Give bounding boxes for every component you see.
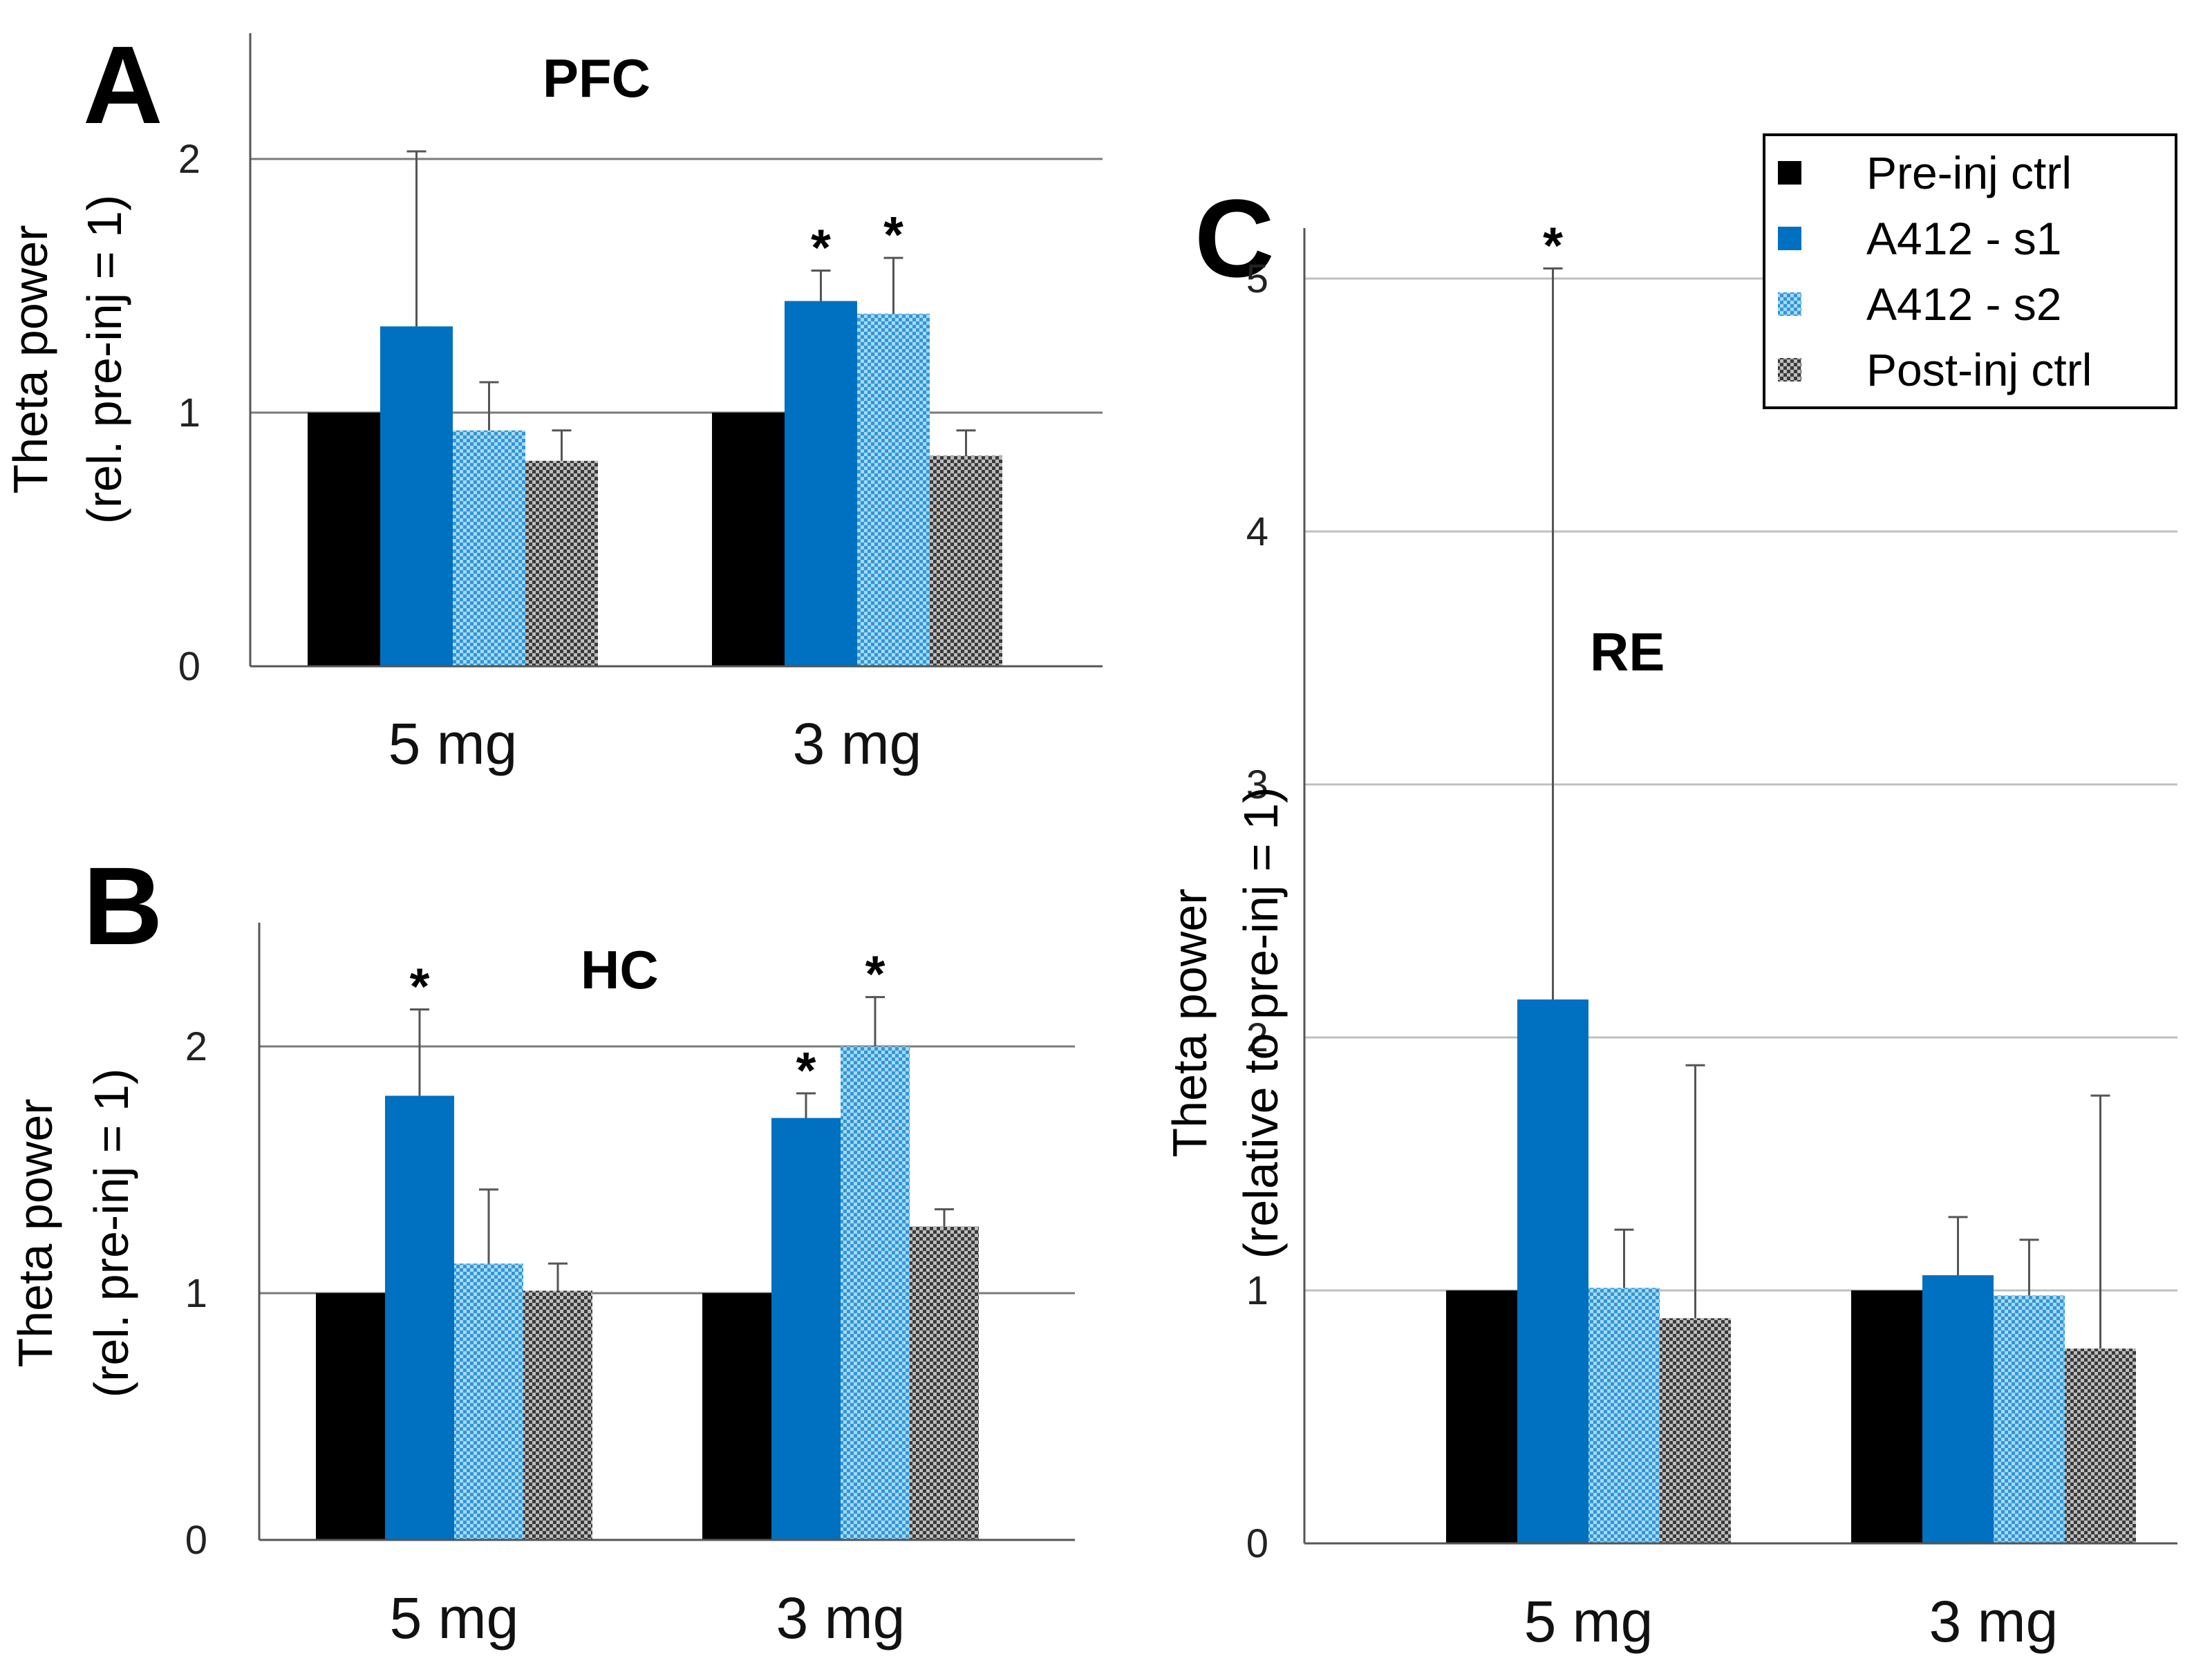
y-tick-label-hc: 0	[185, 1518, 207, 1563]
legend-label-a412-s2: A412 - s2	[1866, 279, 2062, 330]
bar-hc-post-inj-5mg	[523, 1290, 592, 1540]
bar-re-a412-s1-5mg	[1517, 999, 1588, 1543]
bar-pfc-post-inj-5mg	[525, 460, 598, 666]
panel-title-hc: HC	[581, 939, 659, 1000]
category-label-pfc: 5 mg	[388, 711, 518, 776]
bar-hc-post-inj-3mg	[910, 1226, 979, 1540]
y-tick-label-pfc: 2	[178, 137, 200, 182]
y-tick-label-pfc: 1	[178, 391, 200, 435]
bar-re-post-inj-3mg	[2065, 1348, 2136, 1543]
bar-re-pre-inj-3mg	[1851, 1290, 1922, 1543]
panel-letter-b: B	[83, 844, 163, 968]
legend-label-a412-s1: A412 - s1	[1866, 213, 2062, 264]
bar-hc-a412-s2-5mg	[454, 1263, 523, 1540]
significance-star-hc: *	[410, 957, 430, 1015]
legend-label-post-inj: Post-inj ctrl	[1866, 344, 2092, 395]
legend-swatch-a412-s1	[1778, 227, 1801, 250]
bar-hc-pre-inj-3mg	[702, 1293, 771, 1540]
panel-title-pfc: PFC	[543, 48, 650, 109]
y-tick-label-hc: 2	[185, 1024, 207, 1069]
significance-star-hc: *	[865, 946, 885, 1003]
bar-re-a412-s1-3mg	[1922, 1275, 1994, 1543]
bar-pfc-post-inj-3mg	[930, 455, 1002, 666]
y-axis-title-pfc: (rel. pre-inj = 1)	[77, 195, 131, 525]
y-tick-label-pfc: 0	[178, 644, 200, 689]
bar-pfc-a412-s2-5mg	[453, 430, 525, 666]
significance-star-re: *	[1543, 216, 1563, 274]
bar-re-pre-inj-5mg	[1446, 1290, 1517, 1543]
chart-panel-re: * 5 mg 3 mg 0 1 2 3 4 5 Theta power (relative to p…	[1163, 216, 2177, 1654]
panel-letter-a: A	[83, 23, 163, 147]
panel-letter-c: C	[1194, 176, 1275, 300]
bar-pfc-pre-inj-3mg	[712, 413, 785, 666]
y-axis-title-pfc: Theta power	[3, 225, 57, 493]
legend-swatch-a412-s2	[1778, 292, 1801, 316]
y-tick-label-re: 0	[1246, 1521, 1268, 1566]
y-tick-label-re: 3	[1246, 762, 1268, 807]
bar-hc-a412-s1-5mg	[385, 1095, 454, 1540]
y-axis-title-re: Theta power	[1163, 888, 1217, 1157]
bar-re-post-inj-5mg	[1660, 1318, 1731, 1543]
category-label-re: 5 mg	[1524, 1589, 1653, 1654]
bar-pfc-pre-inj-5mg	[308, 413, 380, 666]
y-axis-title-hc: Theta power	[8, 1098, 62, 1367]
significance-star-pfc: *	[811, 218, 831, 276]
y-tick-label-re: 5	[1246, 256, 1268, 301]
y-tick-label-hc: 1	[185, 1271, 207, 1316]
chart-panel-pfc: 5 mg * * 3 mg 0 1 2 Theta power (rel. pre-inj = …	[3, 33, 1103, 776]
panel-title-re: RE	[1590, 621, 1665, 682]
bar-pfc-a412-s2-3mg	[857, 313, 930, 666]
chart-panel-hc: * 5 mg * * 3 mg 0 1 2 Theta power (rel. pre-inj =…	[8, 923, 1075, 1651]
category-label-pfc: 3 mg	[793, 711, 922, 776]
legend: Pre-inj ctrl A412 - s1 A412 - s2 Post-in…	[1763, 133, 2177, 409]
y-tick-label-re: 2	[1246, 1015, 1268, 1060]
bar-pfc-a412-s1-5mg	[380, 326, 453, 666]
legend-swatch-post-inj	[1778, 358, 1801, 382]
bar-hc-a412-s1-3mg	[771, 1118, 841, 1540]
bar-hc-a412-s2-3mg	[841, 1046, 910, 1540]
y-tick-label-re: 1	[1246, 1268, 1268, 1313]
y-axis-title-hc: (rel. pre-inj = 1)	[84, 1069, 138, 1398]
category-label-hc: 5 mg	[390, 1586, 519, 1651]
bar-hc-pre-inj-5mg	[316, 1293, 385, 1540]
category-label-re: 3 mg	[1929, 1589, 2059, 1654]
significance-star-hc: *	[796, 1042, 816, 1099]
y-tick-label-re: 4	[1246, 509, 1268, 554]
legend-box	[1763, 133, 2177, 409]
y-axis-title-re: (relative to pre-inj = 1)	[1234, 787, 1288, 1259]
bar-re-a412-s2-5mg	[1588, 1288, 1660, 1543]
bar-re-a412-s2-3mg	[1994, 1295, 2065, 1543]
category-label-hc: 3 mg	[776, 1586, 906, 1651]
legend-label-pre-inj: Pre-inj ctrl	[1866, 147, 2072, 198]
legend-swatch-pre-inj	[1778, 161, 1801, 185]
bar-pfc-a412-s1-3mg	[785, 301, 857, 666]
significance-star-pfc: *	[883, 206, 903, 263]
